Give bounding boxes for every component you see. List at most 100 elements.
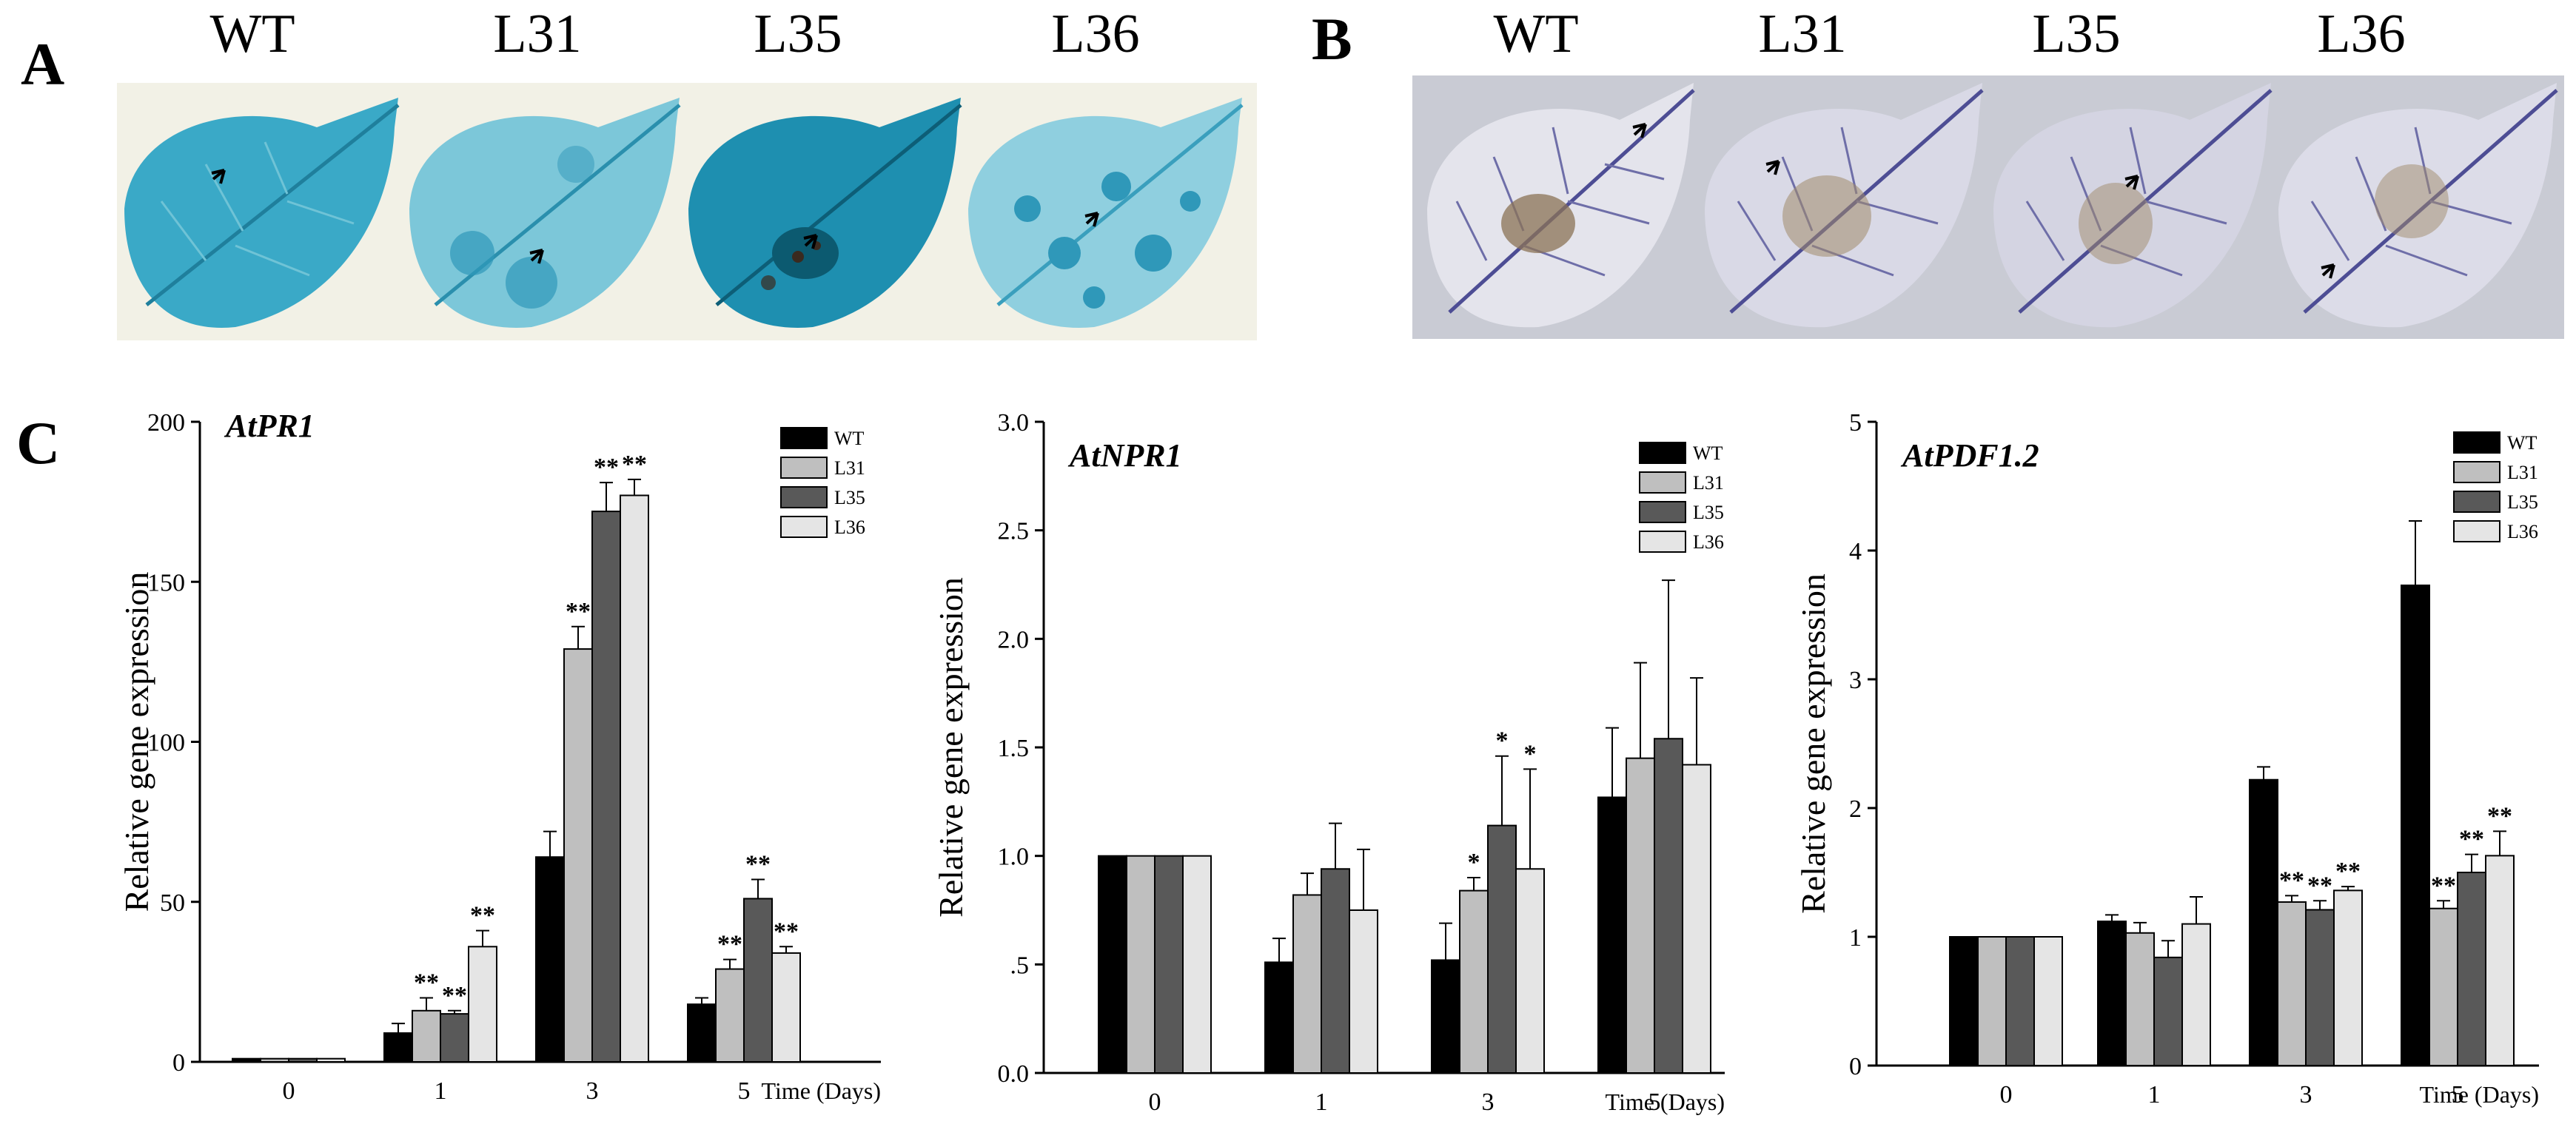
x-tick-label: 5 xyxy=(2452,1081,2464,1108)
legend-swatch xyxy=(1639,501,1686,523)
chart-title: AtPR1 xyxy=(224,408,315,444)
y-tick-label: 5 xyxy=(1849,409,1862,437)
significance-label: ** xyxy=(442,982,467,1009)
bar xyxy=(1264,961,1294,1074)
bar xyxy=(2333,889,2363,1066)
legend-swatch xyxy=(2453,491,2500,513)
legend-swatch xyxy=(780,457,828,479)
bar xyxy=(2485,855,2515,1066)
bar xyxy=(412,1009,441,1063)
legend-label: L35 xyxy=(2507,491,2538,513)
bar xyxy=(383,1032,413,1063)
panel-a-label-wt: WT xyxy=(209,4,295,64)
bar xyxy=(1321,868,1350,1074)
bar xyxy=(2153,956,2183,1067)
panel-b-leaf-photo xyxy=(1412,75,2564,339)
y-tick-label: 3 xyxy=(1849,667,1862,694)
y-axis-label: Relative gene expression xyxy=(1794,573,1832,914)
legend-label: L31 xyxy=(834,457,865,479)
legend-swatch xyxy=(780,427,828,449)
y-tick-label: 1.0 xyxy=(998,844,1030,871)
x-tick-label: 0 xyxy=(2000,1081,2013,1108)
chart-atpr1: 0 50 100 150 200 Relative gene expression AtPR… xyxy=(104,400,918,1140)
legend-label: L36 xyxy=(2507,521,2538,542)
bar xyxy=(687,1003,717,1063)
x-tick-label: 3 xyxy=(586,1077,599,1105)
legend-label: L36 xyxy=(1693,531,1724,553)
leaf-l35-b xyxy=(1993,83,2273,328)
x-axis-label: Time (Days) xyxy=(1606,1089,1725,1115)
y-tick-label: 0 xyxy=(1849,1053,1862,1080)
bar xyxy=(563,648,593,1063)
panel-b-letter: B xyxy=(1312,5,1352,73)
legend-swatch xyxy=(1639,442,1686,464)
bar xyxy=(715,968,745,1063)
panel-a-letter: A xyxy=(21,30,65,98)
legend-label: WT xyxy=(2507,432,2538,454)
x-tick-label: 0 xyxy=(1149,1089,1161,1116)
y-tick-label: 2 xyxy=(1849,795,1862,823)
bar xyxy=(2125,932,2155,1067)
y-axis-label: Relative gene expression xyxy=(118,572,155,912)
bar xyxy=(1431,959,1460,1074)
bar xyxy=(2181,923,2211,1066)
bar xyxy=(2005,936,2035,1066)
legend-label: L36 xyxy=(834,517,865,538)
legend-swatch xyxy=(2453,520,2500,542)
x-tick-label: 5 xyxy=(1648,1089,1661,1116)
y-tick-label: 1.5 xyxy=(998,735,1030,762)
bar xyxy=(1597,796,1627,1074)
significance-label: ** xyxy=(745,850,771,878)
panel-b-label-wt: WT xyxy=(1493,4,1579,64)
significance-label: ** xyxy=(414,969,439,997)
panel-a-label-l35: L35 xyxy=(754,4,842,64)
legend-label: WT xyxy=(834,428,865,449)
significance-label: ** xyxy=(2279,867,2304,894)
significance-label: * xyxy=(1524,740,1537,767)
bar xyxy=(1292,894,1322,1074)
leaf-wt-a xyxy=(124,98,400,328)
legend-label: L31 xyxy=(1693,472,1724,494)
y-tick-label: 100 xyxy=(147,730,185,757)
y-tick-label: 0 xyxy=(172,1049,185,1077)
bar xyxy=(1487,824,1517,1074)
y-tick-label: 150 xyxy=(147,569,185,596)
bar xyxy=(316,1057,346,1063)
bar xyxy=(1654,738,1683,1074)
x-tick-label: 1 xyxy=(2148,1081,2161,1108)
x-tick-label: 1 xyxy=(435,1077,447,1105)
legend-swatch xyxy=(2453,431,2500,454)
bar xyxy=(620,494,649,1063)
bar xyxy=(2305,909,2335,1067)
significance-label: ** xyxy=(622,451,647,478)
chart-atpdf12: 0 1 2 3 4 5 Relative gene expression AtPDF1.2 0 1… xyxy=(1769,400,2572,1140)
x-axis-label: Time (Days) xyxy=(762,1077,881,1104)
bar xyxy=(2097,921,2127,1066)
y-tick-label: 1 xyxy=(1849,924,1862,952)
leaf-l31-b xyxy=(1705,83,1984,328)
significance-label: * xyxy=(1496,727,1509,755)
significance-label: ** xyxy=(594,454,619,481)
bar xyxy=(260,1057,289,1063)
significance-label: ** xyxy=(470,902,495,929)
y-tick-label: 2.5 xyxy=(998,518,1030,545)
y-tick-label: .5 xyxy=(1010,952,1030,979)
bar xyxy=(1459,889,1489,1074)
y-tick-label: 0.0 xyxy=(998,1060,1030,1088)
bar xyxy=(1977,936,2007,1066)
leaf-wt-b xyxy=(1427,83,1695,328)
x-tick-label: 0 xyxy=(283,1077,295,1105)
y-axis-label: Relative gene expression xyxy=(932,577,970,918)
bar xyxy=(2401,584,2430,1067)
significance-label: * xyxy=(1468,849,1480,876)
chart-atnpr1-svg: 0.0 .5 1.0 1.5 2.0 2.5 3.0 Relative gene expres… xyxy=(932,409,1725,1116)
legend-swatch xyxy=(1639,531,1686,553)
chart-atpdf12-svg: 0 1 2 3 4 5 Relative gene expression AtPDF1.2 0 1… xyxy=(1794,409,2539,1108)
bar xyxy=(288,1057,318,1063)
bar xyxy=(591,511,621,1063)
bar xyxy=(2033,936,2063,1066)
legend-label: L35 xyxy=(834,487,865,508)
y-tick-label: 3.0 xyxy=(998,409,1030,437)
bar xyxy=(2457,872,2486,1066)
